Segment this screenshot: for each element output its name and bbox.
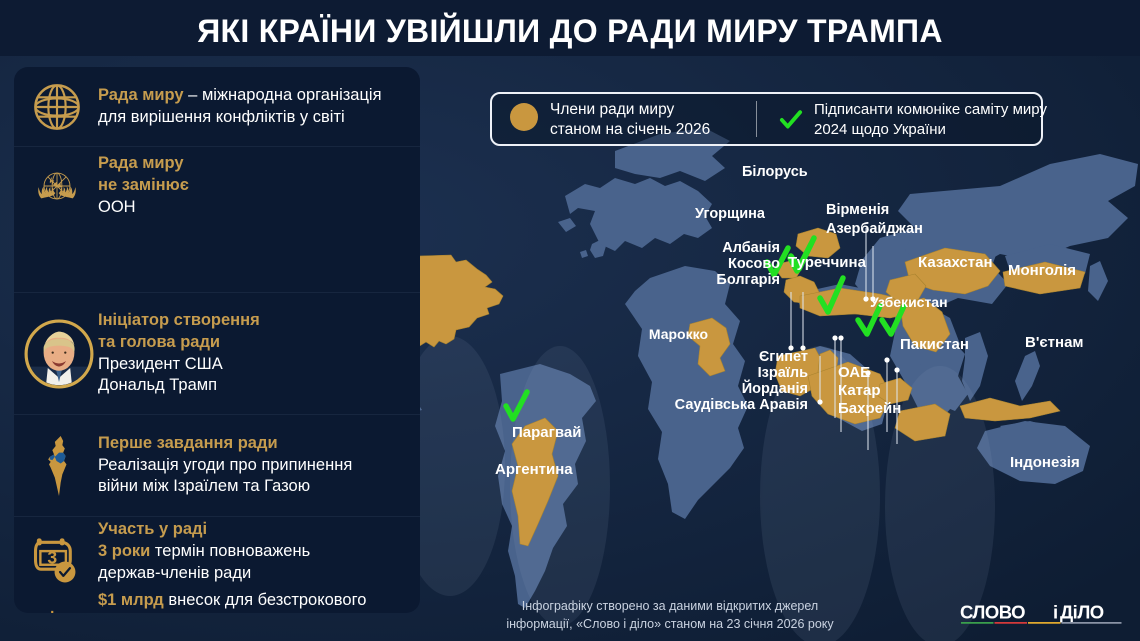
svg-text:i: i: [1053, 602, 1058, 623]
svg-text:$: $: [41, 606, 63, 614]
svg-text:ДіЛО: ДіЛО: [1060, 602, 1104, 623]
svg-text:СЛОВО: СЛОВО: [960, 602, 1025, 623]
